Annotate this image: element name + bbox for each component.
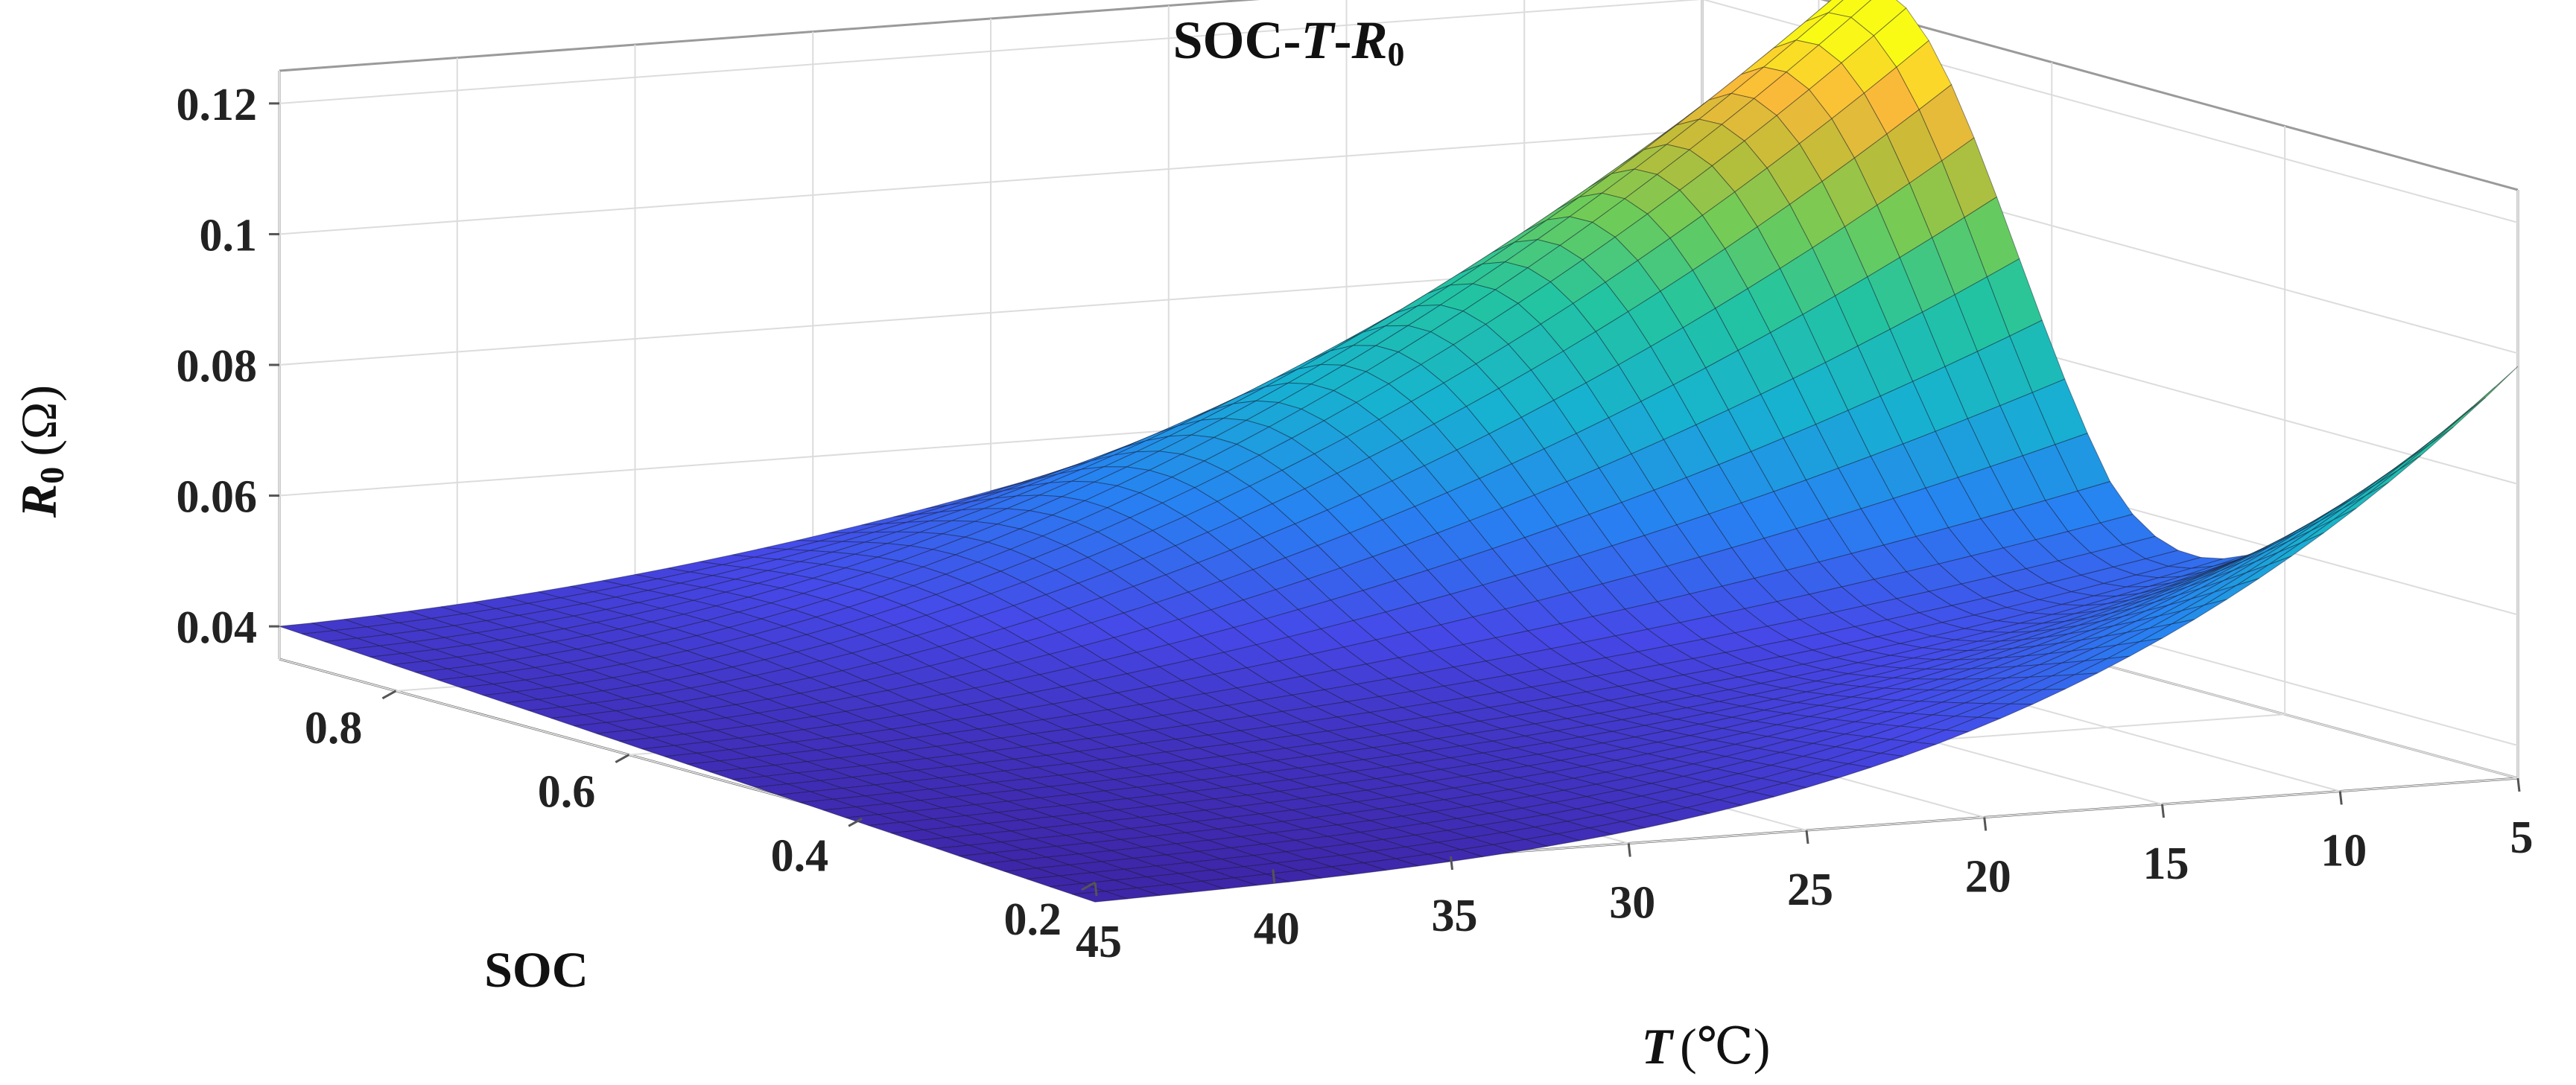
z-tick-label: 0.12 <box>177 80 258 130</box>
soc-tick-label: 0.8 <box>305 703 363 754</box>
temp-tick-mark <box>1094 882 1098 897</box>
z-tick-label: 0.1 <box>200 210 258 261</box>
surface-patch <box>2343 469 2399 509</box>
surface-patch <box>2375 443 2431 486</box>
z-tick-label: 0.06 <box>177 472 258 523</box>
surface-patch <box>1202 877 1257 890</box>
soc-tick-mark <box>1081 881 1096 891</box>
surface-patch <box>1330 862 1386 875</box>
surface-patch <box>2333 482 2389 521</box>
surface-patch <box>2365 455 2422 496</box>
z-tick-label: 0.04 <box>177 602 258 653</box>
surface-patch <box>1169 880 1225 893</box>
soc-axis-label: SOC <box>484 941 589 998</box>
surface-patch <box>2320 484 2376 521</box>
temp-tick-mark <box>1627 843 1631 857</box>
surface-patch <box>1827 0 1872 18</box>
surface-patch <box>1072 891 1128 903</box>
temp-tick-label: 5 <box>2510 812 2534 863</box>
temp-tick-label: 45 <box>1076 917 1122 967</box>
soc-tick-mark <box>615 754 630 763</box>
temp-tick-label: 15 <box>2143 839 2189 889</box>
soc-tick-label: 0.2 <box>1004 894 1062 945</box>
surface-patch <box>1363 858 1419 871</box>
surface-patch <box>1492 839 1548 853</box>
surface-patch <box>2462 366 2519 416</box>
surface-patch <box>1137 884 1193 897</box>
surface-patch <box>2353 459 2408 499</box>
temp-tick-mark <box>2338 791 2343 805</box>
surface-patch <box>1427 849 1484 862</box>
surface-patch <box>2139 619 2195 643</box>
z-axis-label: R0(Ω) <box>10 385 71 518</box>
temp-tick-mark <box>2516 777 2521 792</box>
temp-tick-label: 25 <box>1787 865 1833 915</box>
temp-tick-label: 40 <box>1254 904 1300 955</box>
temp-tick-mark <box>1450 856 1453 871</box>
surface-patch <box>1104 887 1160 900</box>
surface-patch <box>1589 821 1646 836</box>
soc-tick-label: 0.4 <box>771 830 829 881</box>
chart-title: SOC-T-R0 <box>1173 10 1404 73</box>
temp-tick-label: 35 <box>1432 891 1478 941</box>
surface-patch <box>1805 0 1844 22</box>
surface-patch <box>1751 782 1807 798</box>
temp-tick-mark <box>1805 830 1809 844</box>
soc-tick-mark <box>381 690 397 700</box>
temp-tick-label: 10 <box>2320 826 2367 876</box>
temp-axis-label: T (℃) <box>1642 1018 1771 1075</box>
temp-tick-mark <box>2161 804 2165 818</box>
soc-tick-mark <box>848 817 863 827</box>
surface-patch <box>1298 866 1354 879</box>
surface-patch <box>1815 763 1871 779</box>
surface-patch <box>2407 416 2464 460</box>
surface-patch <box>1654 807 1710 821</box>
z-tick-label: 0.08 <box>177 341 258 392</box>
temp-tick-label: 30 <box>1609 878 1655 929</box>
soc-tick-label: 0.6 <box>538 767 596 818</box>
surface-mesh <box>279 0 2519 903</box>
temp-tick-mark <box>1983 817 1987 831</box>
surface-patch <box>1622 814 1678 829</box>
surface-patch <box>1266 870 1322 882</box>
tick-labels: 0.04 0.06 0.08 0.1 0.12 0.8 0.6 0.4 0.2 45 40 35 30 2… <box>177 80 2534 967</box>
surface-patch <box>2310 494 2367 532</box>
surface-patch <box>2171 599 2227 625</box>
temp-tick-mark <box>1272 869 1276 883</box>
surface-patch <box>2430 397 2486 445</box>
temp-tick-label: 20 <box>1965 852 2011 903</box>
